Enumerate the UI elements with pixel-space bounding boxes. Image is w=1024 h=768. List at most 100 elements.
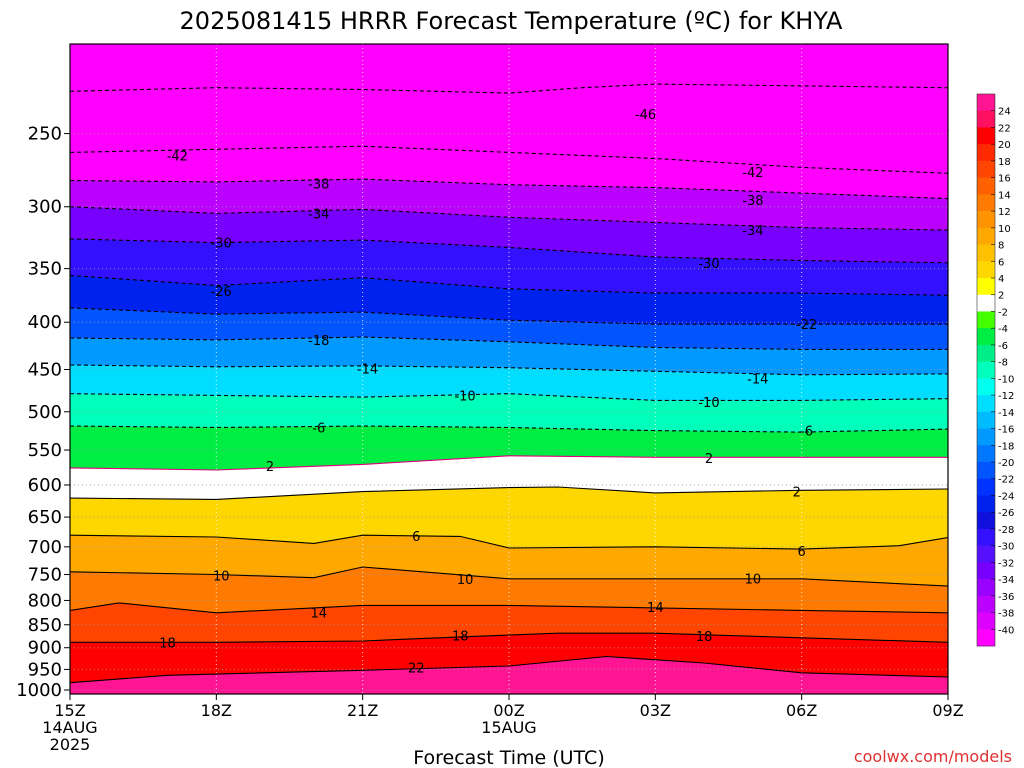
- colorbar-label: -34: [998, 575, 1014, 586]
- colorbar-label: -36: [998, 592, 1014, 603]
- isotherm-label: -18: [308, 334, 329, 349]
- band-18-to-22: [70, 633, 948, 683]
- isotherm-label: 14: [647, 601, 664, 616]
- isotherm-label: -38: [308, 177, 329, 192]
- colorbar-swatch: [977, 512, 995, 530]
- colorbar-label: -32: [998, 558, 1014, 569]
- colorbar-label: 20: [998, 140, 1011, 151]
- isotherm-label: -6: [800, 425, 813, 440]
- y-tick-label: 500: [28, 402, 62, 423]
- isotherm-label: 22: [408, 661, 425, 676]
- colorbar-label: -14: [998, 408, 1014, 419]
- colorbar-label: -6: [998, 341, 1008, 352]
- colorbar-label: 8: [998, 241, 1004, 252]
- colorbar-label: -30: [998, 542, 1014, 553]
- isotherm-label: 6: [798, 545, 806, 560]
- colorbar-label: 16: [998, 174, 1011, 185]
- x-axis-label: Forecast Time (UTC): [413, 747, 604, 768]
- colorbar-swatch: [977, 528, 995, 546]
- x-tick-label: 00Z: [493, 701, 524, 720]
- colorbar-swatch: [977, 595, 995, 613]
- colorbar-swatch: [977, 110, 995, 128]
- colorbar-swatch: [977, 261, 995, 279]
- isotherm-label: -26: [211, 285, 232, 300]
- x-tick-label: 03Z: [640, 701, 671, 720]
- isotherm-label: 2: [705, 452, 713, 467]
- colorbar-frame: [976, 93, 996, 647]
- colorbar-label: 12: [998, 207, 1011, 218]
- colorbar-label: -28: [998, 525, 1014, 536]
- band--14-to--10: [70, 365, 948, 401]
- isotherm-line: [70, 632, 948, 643]
- colorbar-label: 4: [998, 274, 1004, 285]
- isotherm-label: -14: [357, 363, 378, 378]
- isotherm-label: -38: [742, 194, 763, 209]
- colorbar-label: 6: [998, 257, 1004, 268]
- isotherm-contours: [70, 83, 948, 684]
- isotherm-label: 18: [696, 630, 713, 645]
- y-tick-label: 450: [28, 359, 62, 380]
- colorbar-swatch: [977, 395, 995, 413]
- colorbar-swatch: [977, 495, 995, 513]
- y-tick-label: 350: [28, 259, 62, 280]
- colorbar-swatch: [977, 411, 995, 429]
- colorbar-swatch: [977, 579, 995, 597]
- band-10-to-14: [70, 567, 948, 613]
- colorbar-label: -8: [998, 358, 1008, 369]
- y-tick-label: 250: [28, 124, 62, 145]
- colorbar-label: -4: [998, 324, 1008, 335]
- colorbar-label: -12: [998, 391, 1014, 402]
- pressure-axis: 2503003504004505005506006507007508008509…: [16, 124, 70, 701]
- isotherm-line: [70, 655, 948, 684]
- y-tick-label: 850: [28, 615, 62, 636]
- colorbar-label: 2: [998, 291, 1004, 302]
- colorbar-swatch: [977, 428, 995, 446]
- y-tick-label: 300: [28, 197, 62, 218]
- colorbar-swatch: [977, 545, 995, 563]
- isotherm-label: -6: [312, 422, 325, 437]
- isotherm-label: 18: [452, 629, 469, 644]
- isotherm-label: 2: [793, 486, 801, 501]
- grid-lines: [70, 44, 948, 694]
- isotherm-label: 10: [745, 572, 762, 587]
- colorbar-swatch: [977, 211, 995, 229]
- isotherm-label: -42: [742, 166, 763, 181]
- isotherm-line: [70, 566, 948, 587]
- colorbar-label: 18: [998, 157, 1011, 168]
- color-legend: 24 22 20 18 16 14 12 10 8 6 4 2 -2 -4 -6 -8 -10 -12 -14 -16…: [976, 93, 1014, 647]
- y-tick-label: 400: [28, 312, 62, 333]
- colorbar-swatch: [977, 227, 995, 245]
- isotherm-line: [70, 336, 948, 350]
- colorbar-label: -38: [998, 609, 1014, 620]
- band-14-to-18: [70, 602, 948, 643]
- y-tick-label: 1000: [16, 680, 62, 701]
- colorbar-swatch: [977, 629, 995, 647]
- isotherm-label: -30: [211, 237, 232, 252]
- x-tick-label: 18Z: [201, 701, 232, 720]
- colorbar-swatch: [977, 478, 995, 496]
- colorbar-swatch: [977, 294, 995, 312]
- x-tick-label: 15AUG: [481, 718, 536, 737]
- colorbar-swatch: [977, 244, 995, 262]
- isotherm-line: [70, 178, 948, 200]
- colorbar-label: -24: [998, 491, 1014, 502]
- colorbar-swatch: [977, 361, 995, 379]
- colorbar-swatch: [977, 94, 995, 112]
- x-tick-label: 06Z: [786, 701, 817, 720]
- y-tick-label: 550: [28, 440, 62, 461]
- colorbar-swatch: [977, 378, 995, 396]
- colorbar-swatch: [977, 194, 995, 212]
- colorbar-swatch: [977, 278, 995, 296]
- isotherm-label: 6: [412, 530, 420, 545]
- isotherm-line: [70, 83, 948, 94]
- y-tick-label: 650: [28, 507, 62, 528]
- isotherm-label: -30: [698, 257, 719, 272]
- band--34-to--30: [70, 206, 948, 263]
- isotherm-line: [70, 393, 948, 401]
- isotherm-label: 14: [310, 606, 327, 621]
- isotherm-line: [70, 425, 948, 433]
- x-tick-label: 21Z: [347, 701, 378, 720]
- isotherm-label: -22: [796, 318, 817, 333]
- isotherm-label: 18: [159, 636, 176, 651]
